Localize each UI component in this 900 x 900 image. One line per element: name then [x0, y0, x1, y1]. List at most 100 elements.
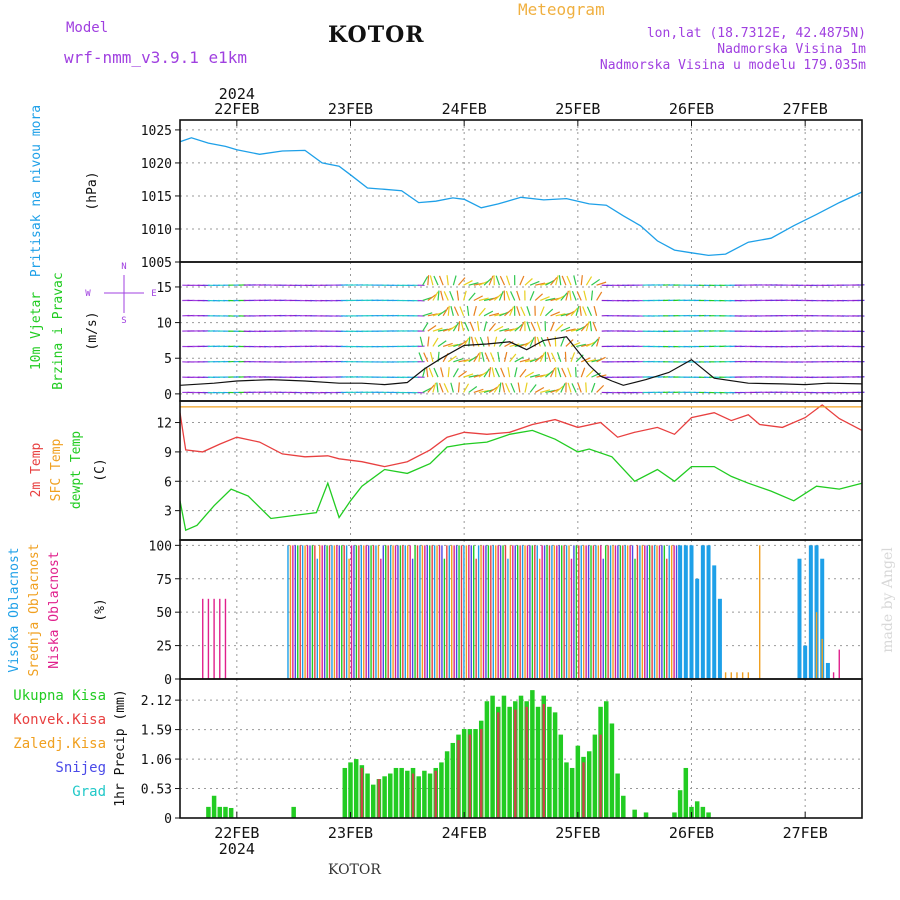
wind-barb	[447, 305, 450, 316]
precip-bar-0	[461, 729, 467, 818]
wind-barb	[585, 382, 587, 393]
wind-barb	[432, 337, 439, 347]
wind-barb	[422, 322, 429, 332]
precip-bar-0	[206, 806, 211, 818]
wind-barb	[499, 328, 510, 332]
wind-barb	[427, 313, 438, 317]
wind-barb	[558, 275, 562, 286]
cloud-bar-0	[683, 545, 688, 679]
bottom-date-label: 25FEB	[555, 824, 600, 842]
precip-bar-0	[632, 809, 637, 818]
compass-west: W	[85, 289, 91, 299]
top-date-label: 24FEB	[442, 100, 487, 118]
wind-barb	[466, 305, 470, 316]
precip-bar-0	[552, 712, 558, 818]
wind-barb	[427, 324, 437, 332]
wind-barb	[549, 321, 555, 332]
coordinates-label: lon,lat (18.7312E, 42.4875N)	[646, 26, 866, 41]
precip-ytick-label: 1.06	[141, 753, 172, 768]
wind-ytick-label: 0	[164, 388, 172, 403]
precip-bar-0	[473, 729, 478, 818]
wind-barb	[534, 293, 544, 301]
cloud-bar-0	[706, 545, 711, 679]
wind-barb	[478, 371, 488, 378]
temp-ylabel-dewpt: dewpt Temp	[69, 431, 84, 509]
wind-barb	[535, 282, 546, 286]
wind-ylabel-2: Brzina i Pravac	[51, 272, 66, 389]
wind-barb	[561, 367, 567, 378]
wind-barb	[592, 321, 598, 332]
wind-barb	[566, 275, 572, 286]
compass-east: E	[151, 289, 156, 299]
wind-barb	[488, 323, 496, 332]
wind-barb	[569, 290, 572, 301]
precip-bar-0	[342, 767, 348, 818]
wind-barb	[536, 336, 541, 347]
wind-barb	[491, 367, 495, 378]
wind-barb	[478, 307, 486, 317]
precip-bar-0	[558, 734, 564, 818]
altitude-label: Nadmorska Visina 1m	[717, 42, 866, 57]
precip-bar-0	[569, 767, 575, 818]
wind-barb	[432, 291, 439, 301]
wind-barb	[524, 371, 534, 378]
cloud-ytick-label: 0	[164, 673, 172, 688]
precip-bar-0	[621, 795, 626, 818]
wind-barb	[560, 383, 566, 393]
cloud-bar-0	[678, 545, 683, 679]
wind-barb	[438, 275, 444, 286]
wind-barb	[457, 321, 461, 332]
wind-barb	[585, 369, 594, 378]
wind-barb	[546, 352, 552, 362]
wind-barb	[519, 368, 527, 378]
wind-barb	[468, 386, 478, 393]
wind-barb	[539, 306, 545, 317]
wind-barb	[580, 367, 586, 378]
wind-barb	[488, 275, 494, 286]
temp-ylabel-2m: 2m Temp	[29, 442, 44, 497]
temp-series-0	[179, 404, 863, 468]
wind-barb	[437, 340, 447, 347]
wind-barb	[567, 382, 572, 393]
wind-barb	[560, 326, 571, 332]
cloud-bar-2	[213, 598, 215, 679]
wind-barb	[453, 358, 464, 363]
temperature-ytick-label: 9	[164, 446, 172, 461]
temp-series-2	[179, 429, 863, 532]
wind-barb	[596, 281, 607, 286]
wind-barb	[505, 383, 511, 393]
precip-bar-0	[564, 762, 569, 818]
wind-barb	[447, 324, 457, 332]
wind-barb	[423, 352, 429, 363]
wind-barb	[560, 336, 565, 347]
precip-bar-0	[365, 773, 370, 818]
wind-barb	[427, 336, 430, 347]
wind-barb	[516, 306, 521, 317]
wind-barb	[446, 275, 449, 286]
wind-barb	[429, 351, 434, 362]
wind-speed-line	[179, 336, 863, 386]
precip-bar-1	[360, 767, 364, 818]
precip-ytick-label: 1.59	[141, 724, 172, 739]
precip-frame	[179, 678, 863, 819]
wind-barb	[501, 382, 506, 393]
wind-barb	[464, 321, 470, 332]
precip-bar-0	[518, 695, 524, 818]
wind-barb	[476, 321, 480, 332]
wind-unit-label: (m/s)	[85, 311, 100, 350]
cloud-bar-2	[202, 598, 204, 679]
wind-barb	[483, 368, 490, 378]
wind-barb	[510, 382, 516, 393]
wind-barb	[419, 336, 424, 347]
wind-barb	[498, 291, 504, 301]
wind-barb	[449, 290, 454, 301]
wind-barb	[591, 372, 601, 378]
precip-bar-0	[388, 773, 393, 818]
wind-barb	[529, 291, 535, 301]
wind-barb	[580, 323, 589, 332]
precip-bar-0	[694, 801, 700, 818]
wind-barb	[500, 367, 506, 378]
wind-barb	[545, 370, 554, 378]
precip-bar-0	[592, 734, 598, 818]
